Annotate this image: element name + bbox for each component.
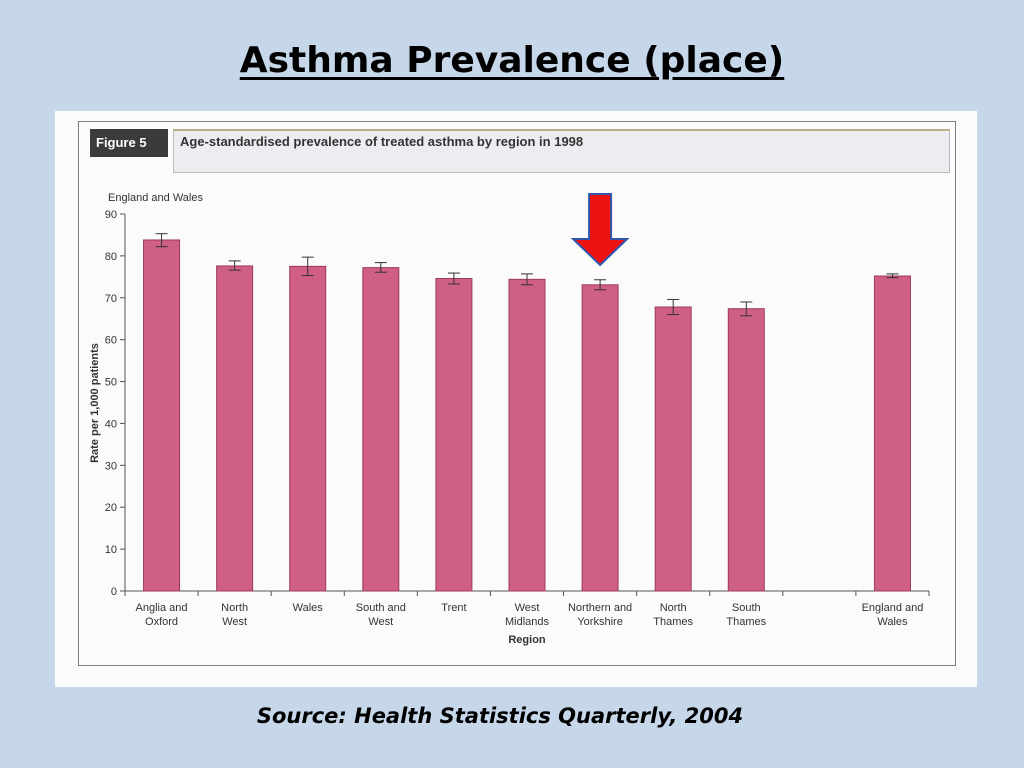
x-tick-label: West [368, 616, 393, 628]
y-tick-label: 70 [105, 293, 117, 305]
y-tick-label: 10 [105, 544, 117, 556]
bar [873, 275, 911, 592]
x-tick-label: Anglia and [136, 602, 188, 614]
figure-frame [78, 121, 956, 666]
chart-subtitle: England and Wales [108, 192, 203, 204]
x-tick-label: England and [862, 602, 924, 614]
x-tick-label: Wales [293, 602, 324, 614]
figure-label: Figure 5 [90, 129, 168, 157]
y-tick-label: 0 [111, 586, 117, 598]
x-axis-label: Region [508, 634, 546, 646]
bar-chart: England and Wales 0 10 20 30 40 50 60 70 80 90 Rate… [89, 192, 930, 646]
bar [727, 308, 765, 592]
source-note: Source: Health Statistics Quarterly, 200… [256, 704, 744, 728]
figure-panel: Figure 5 Age-standardised prevalence of … [55, 111, 977, 687]
bar [143, 239, 181, 592]
x-tick-label: Yorkshire [577, 616, 622, 628]
x-tick-label: Thames [653, 616, 693, 628]
bar [581, 284, 619, 592]
y-tick-label: 20 [105, 502, 117, 514]
x-tick-label: South and [356, 602, 406, 614]
x-tick-label: West [222, 616, 247, 628]
bar [435, 278, 473, 592]
bar [508, 278, 546, 592]
x-tick-label: Midlands [505, 616, 550, 628]
x-tick-label: Oxford [145, 616, 178, 628]
highlight-arrow-icon [570, 193, 630, 267]
x-tick-label: South [732, 602, 761, 614]
caption-rule [173, 129, 950, 131]
bar [654, 306, 692, 592]
x-tick-label: Thames [726, 616, 766, 628]
x-tick-label: West [515, 602, 540, 614]
bar [362, 267, 400, 592]
y-tick-label: 50 [105, 377, 117, 389]
slide-title: Asthma Prevalence (place) [239, 40, 785, 81]
y-tick-label: 90 [105, 209, 117, 221]
x-tick-label: North [660, 602, 687, 614]
bar [216, 265, 254, 592]
y-tick-label: 40 [105, 418, 117, 430]
y-tick-label: 30 [105, 460, 117, 472]
y-tick-label: 80 [105, 251, 117, 263]
bar [289, 265, 327, 592]
x-tick-label: North [221, 602, 248, 614]
figure-caption: Age-standardised prevalence of treated a… [173, 129, 950, 173]
x-tick-label: Wales [877, 616, 908, 628]
y-axis-label: Rate per 1,000 patients [89, 343, 101, 463]
x-tick-label: Trent [441, 602, 466, 614]
x-tick-label: Northern and [568, 602, 632, 614]
y-tick-label: 60 [105, 335, 117, 347]
